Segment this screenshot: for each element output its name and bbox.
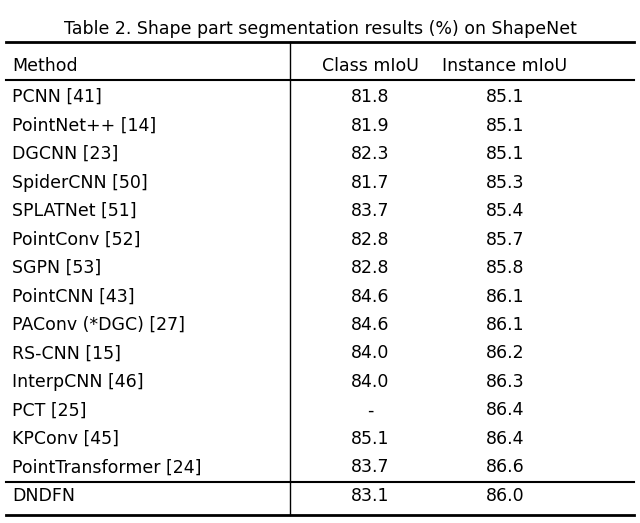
Text: 81.9: 81.9 [351,117,389,135]
Text: PointConv [52]: PointConv [52] [12,231,141,248]
Text: 85.4: 85.4 [486,202,524,220]
Text: RS-CNN [15]: RS-CNN [15] [12,345,121,362]
Text: PointTransformer [24]: PointTransformer [24] [12,458,202,476]
Text: 85.8: 85.8 [486,259,524,277]
Text: KPConv [45]: KPConv [45] [12,430,119,448]
Text: 85.7: 85.7 [486,231,524,248]
Text: 85.1: 85.1 [351,430,389,448]
Text: 84.0: 84.0 [351,373,389,391]
Text: Method: Method [12,57,77,75]
Text: DGCNN [23]: DGCNN [23] [12,145,118,163]
Text: PAConv (*DGC) [27]: PAConv (*DGC) [27] [12,316,185,334]
Text: 84.0: 84.0 [351,345,389,362]
Text: 86.6: 86.6 [486,458,524,476]
Text: 85.3: 85.3 [486,174,524,191]
Text: PointCNN [43]: PointCNN [43] [12,288,134,305]
Text: Class mIoU: Class mIoU [321,57,419,75]
Text: 82.8: 82.8 [351,259,389,277]
Text: 85.1: 85.1 [486,88,524,106]
Text: SGPN [53]: SGPN [53] [12,259,101,277]
Text: SpiderCNN [50]: SpiderCNN [50] [12,174,148,191]
Text: 86.1: 86.1 [486,316,524,334]
Text: 86.1: 86.1 [486,288,524,305]
Text: 82.8: 82.8 [351,231,389,248]
Text: 81.7: 81.7 [351,174,389,191]
Text: 82.3: 82.3 [351,145,389,163]
Text: 86.4: 86.4 [486,401,524,419]
Text: -: - [367,401,373,419]
Text: SPLATNet [51]: SPLATNet [51] [12,202,136,220]
Text: PCT [25]: PCT [25] [12,401,86,419]
Text: 85.1: 85.1 [486,145,524,163]
Text: 83.7: 83.7 [351,458,389,476]
Text: DNDFN: DNDFN [12,487,75,505]
Text: 84.6: 84.6 [351,288,389,305]
Text: 85.1: 85.1 [486,117,524,135]
Text: PCNN [41]: PCNN [41] [12,88,102,106]
Text: 84.6: 84.6 [351,316,389,334]
Text: 86.0: 86.0 [486,487,524,505]
Text: 83.7: 83.7 [351,202,389,220]
Text: PointNet++ [14]: PointNet++ [14] [12,117,156,135]
Text: Table 2. Shape part segmentation results (%) on ShapeNet: Table 2. Shape part segmentation results… [63,20,577,38]
Text: 83.1: 83.1 [351,487,389,505]
Text: 81.8: 81.8 [351,88,389,106]
Text: 86.2: 86.2 [486,345,524,362]
Text: Instance mIoU: Instance mIoU [442,57,568,75]
Text: 86.3: 86.3 [486,373,524,391]
Text: InterpCNN [46]: InterpCNN [46] [12,373,143,391]
Text: 86.4: 86.4 [486,430,524,448]
